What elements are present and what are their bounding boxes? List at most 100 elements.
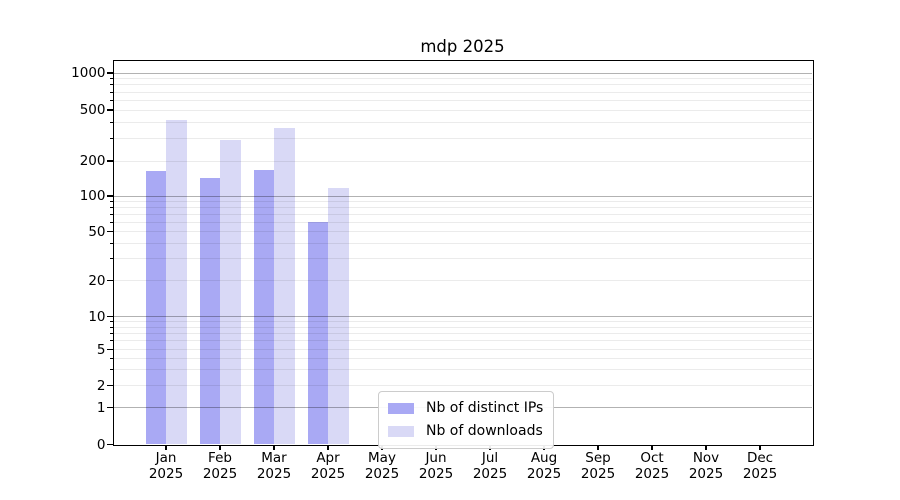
gridline-minor-60 [114, 221, 812, 223]
y-tick-label-1: 1 [96, 399, 106, 416]
gridline-major-10 [114, 316, 812, 317]
y-tick-label-5: 5 [96, 341, 106, 358]
gridline-minor-2 [114, 385, 812, 386]
legend-label: Nb of downloads [426, 423, 543, 439]
y-minortick-300 [109, 137, 113, 139]
x-tick-month: Jun [425, 450, 447, 466]
y-tick-0 [106, 443, 113, 446]
y-minortick-400 [109, 121, 113, 123]
legend-item-1: Nb of downloads [388, 422, 543, 441]
x-tick-nov [705, 445, 707, 450]
x-tick-oct [651, 445, 653, 450]
y-tick-label-500: 500 [79, 102, 106, 118]
y-minortick-700 [109, 91, 113, 93]
y-tick-label-50: 50 [88, 223, 106, 240]
y-minortick-800 [109, 84, 113, 86]
y-tick-50 [106, 230, 113, 233]
y-tick-label-10: 10 [88, 308, 106, 325]
x-tick-month: May [368, 450, 396, 466]
y-tick-label-200: 200 [79, 153, 106, 169]
x-tick-month: Feb [208, 450, 232, 466]
bar-downloads-apr [328, 187, 349, 445]
y-minortick-90 [109, 200, 113, 202]
x-tick-year: 2025 [634, 465, 670, 482]
bar-downloads-jan [166, 120, 187, 445]
gridline-minor-80 [114, 206, 812, 208]
y-tick-500 [106, 109, 113, 111]
gridline-minor-90 [114, 200, 812, 202]
x-tick-label-dec: Dec 2025 [730, 450, 790, 482]
x-tick-label-aug: Aug 2025 [514, 450, 574, 482]
bar-downloads-feb [220, 139, 241, 445]
y-tick-label-20: 20 [88, 272, 106, 289]
y-tick-label-1000: 1000 [71, 65, 106, 81]
legend-swatch-icon [388, 403, 414, 414]
x-tick-label-feb: Feb 2025 [190, 450, 250, 482]
chart-title: mdp 2025 [420, 37, 505, 56]
y-minortick-80 [109, 206, 113, 208]
legend-label: Nb of distinct IPs [426, 400, 544, 416]
x-tick-year: 2025 [472, 465, 508, 482]
x-tick-dec [759, 445, 761, 450]
x-tick-label-jul: Jul 2025 [460, 450, 520, 482]
gridline-minor-20 [114, 280, 812, 281]
y-minortick-3 [109, 369, 113, 371]
x-tick-year: 2025 [202, 465, 238, 482]
legend-swatch-icon [388, 426, 414, 437]
x-tick-label-may: May 2025 [352, 450, 412, 482]
x-tick-year: 2025 [364, 465, 400, 482]
bar-downloads-mar [274, 127, 295, 445]
y-minortick-60 [109, 221, 113, 223]
x-tick-feb [219, 445, 221, 450]
x-tick-year: 2025 [580, 465, 616, 482]
gridline-minor-800 [114, 84, 812, 86]
bar-distinct-ips-jan [145, 171, 166, 445]
bar-distinct-ips-apr [307, 222, 328, 445]
gridline-major-100 [114, 195, 812, 197]
y-minortick-9 [109, 321, 113, 323]
gridline-minor-70 [114, 213, 812, 215]
x-tick-month: Dec [746, 450, 774, 466]
bar-distinct-ips-mar [253, 169, 274, 445]
legend: Nb of distinct IPs Nb of downloads [378, 391, 555, 449]
x-tick-year: 2025 [256, 465, 292, 482]
x-tick-year: 2025 [688, 465, 724, 482]
gridline-minor-700 [114, 91, 812, 93]
x-tick-label-jan: Jan 2025 [136, 450, 196, 482]
gridline-minor-7 [114, 332, 812, 334]
x-tick-label-mar: Mar 2025 [244, 450, 304, 482]
gridline-minor-600 [114, 99, 812, 101]
x-tick-month: Jul [481, 450, 499, 466]
x-tick-year: 2025 [526, 465, 562, 482]
y-tick-5 [106, 348, 113, 351]
gridline-minor-300 [114, 137, 812, 139]
gridline-minor-400 [114, 121, 812, 123]
y-minortick-900 [109, 78, 113, 80]
x-tick-month: Aug [530, 450, 558, 466]
gridline-minor-4 [114, 357, 812, 359]
x-tick-mar [273, 445, 275, 450]
x-tick-month: Jan [155, 450, 177, 466]
y-minortick-30 [109, 258, 113, 260]
x-tick-label-nov: Nov 2025 [676, 450, 736, 482]
y-tick-10 [106, 315, 113, 318]
bar-distinct-ips-feb [199, 178, 220, 445]
gridline-minor-6 [114, 340, 812, 342]
gridline-minor-30 [114, 258, 812, 260]
x-tick-year: 2025 [310, 465, 346, 482]
x-tick-year: 2025 [148, 465, 184, 482]
x-tick-month: Apr [316, 450, 340, 466]
y-tick-label-2: 2 [96, 377, 106, 394]
y-minortick-4 [109, 357, 113, 359]
gridline-major-1000 [114, 72, 812, 74]
gridline-minor-3 [114, 369, 812, 371]
y-minortick-40 [109, 242, 113, 244]
x-tick-label-jun: Jun 2025 [406, 450, 466, 482]
x-tick-label-apr: Apr 2025 [298, 450, 358, 482]
y-tick-20 [106, 279, 113, 282]
gridline-minor-50 [114, 231, 812, 232]
x-tick-year: 2025 [418, 465, 454, 482]
y-minortick-70 [109, 213, 113, 215]
y-minortick-7 [109, 332, 113, 334]
